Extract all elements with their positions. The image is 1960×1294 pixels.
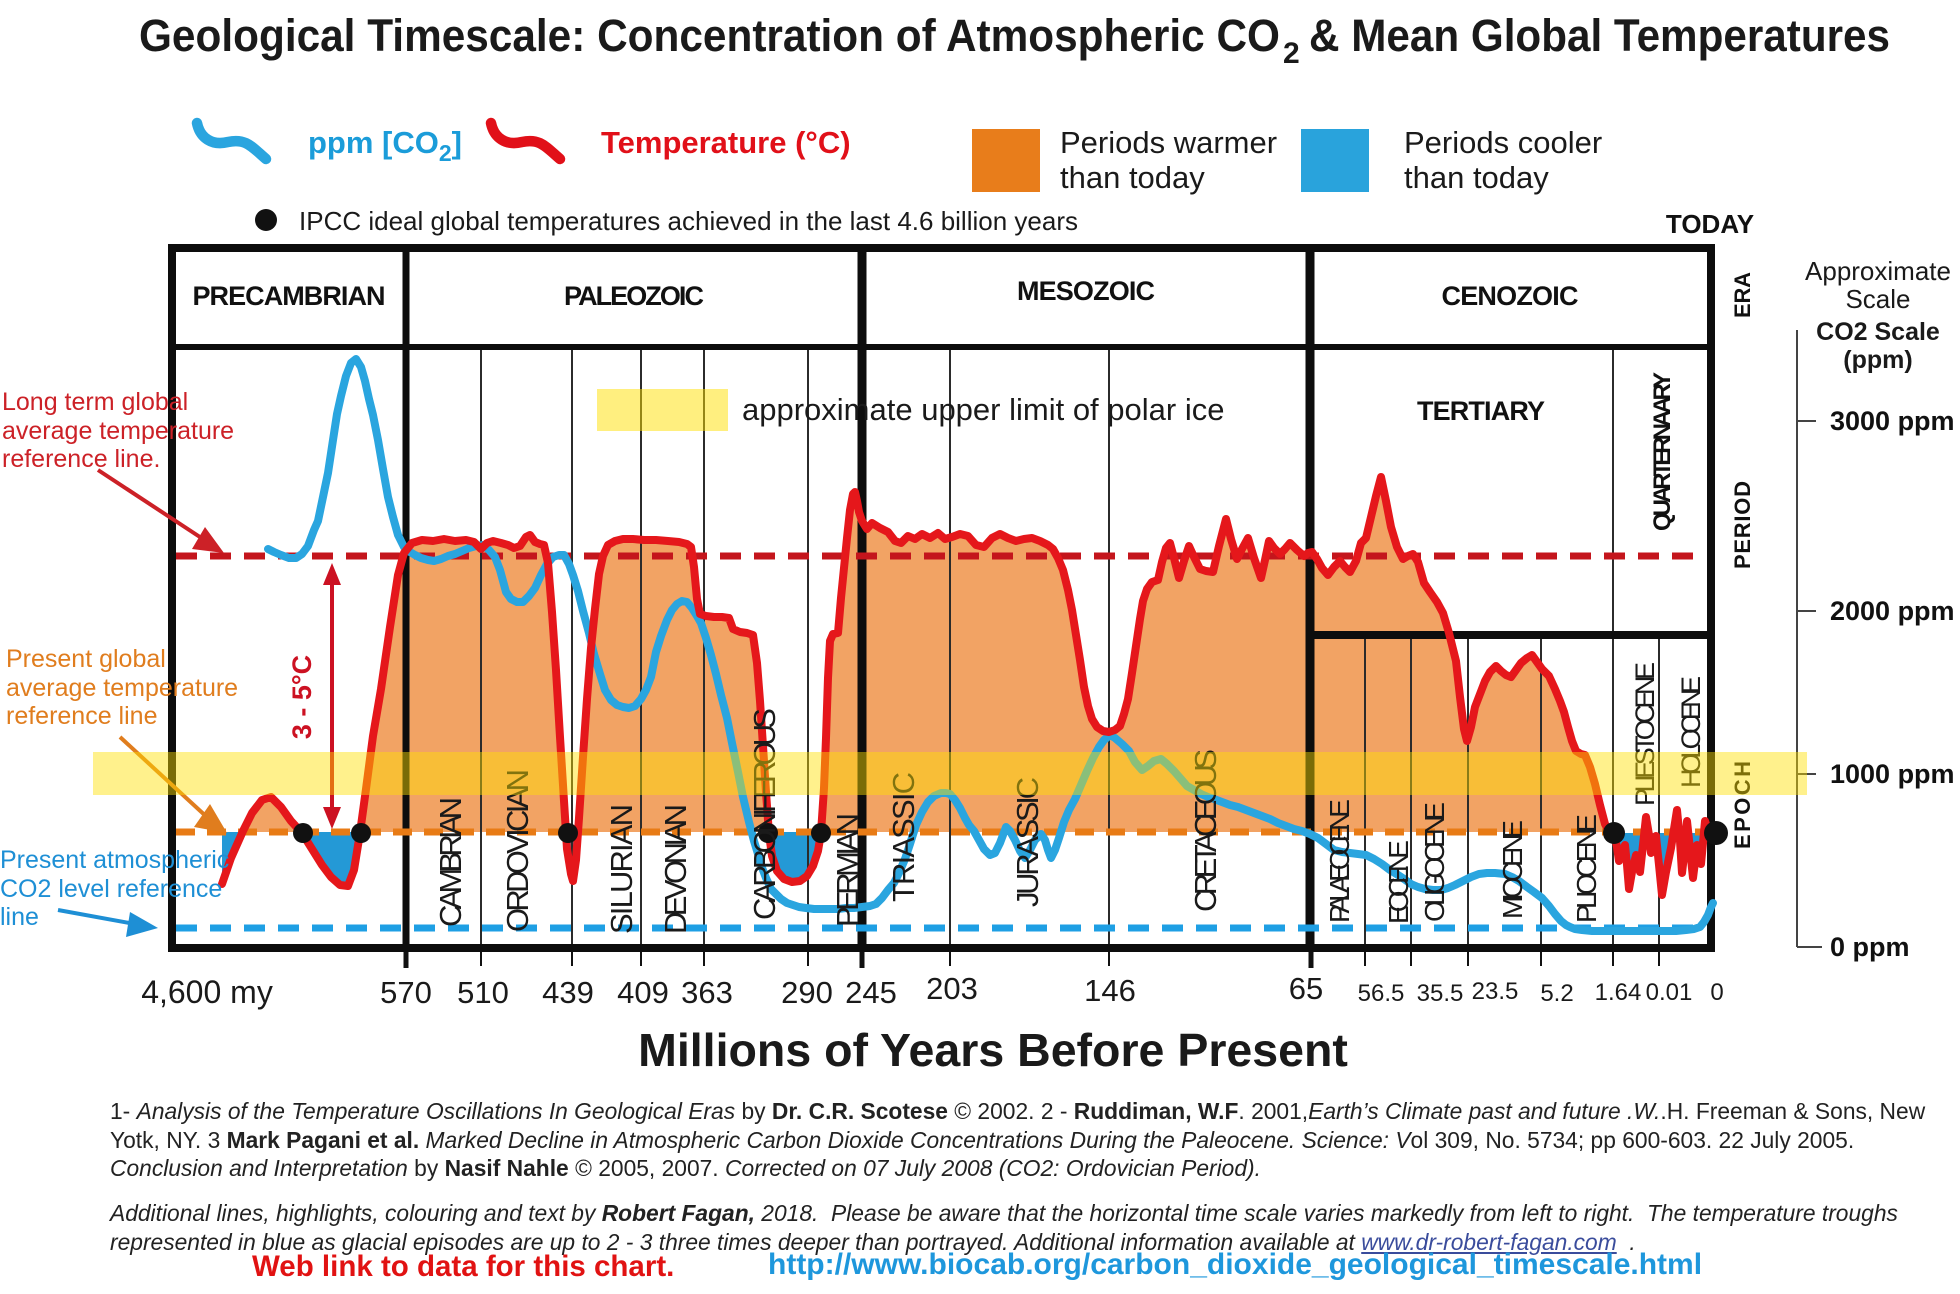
svg-text:PLIOCENE: PLIOCENE — [1571, 814, 1602, 923]
svg-text:439: 439 — [542, 975, 594, 1010]
svg-text:23.5: 23.5 — [1472, 978, 1519, 1005]
svg-text:Temperature (°C): Temperature (°C) — [601, 125, 851, 160]
svg-text:PALEOZOIC: PALEOZOIC — [564, 281, 704, 311]
svg-text:IPCC ideal global temperatures: IPCC ideal global temperatures achieved … — [299, 206, 1078, 236]
svg-text:Scale: Scale — [1845, 284, 1910, 314]
svg-text:363: 363 — [681, 975, 733, 1010]
svg-text:Approximate: Approximate — [1805, 256, 1951, 286]
svg-text:PALAEOCENE: PALAEOCENE — [1324, 799, 1355, 923]
svg-text:0 ppm: 0 ppm — [1830, 932, 1910, 962]
svg-text:SILURIAN: SILURIAN — [604, 804, 639, 934]
svg-text:PLIESTOCENE: PLIESTOCENE — [1630, 662, 1660, 806]
svg-text:5.2: 5.2 — [1540, 980, 1573, 1007]
svg-text:3000 ppm: 3000 ppm — [1830, 406, 1955, 436]
svg-text:reference line.: reference line. — [2, 445, 160, 473]
svg-text:290: 290 — [781, 975, 833, 1010]
svg-text:MESOZOIC: MESOZOIC — [1017, 276, 1155, 306]
svg-text:PERIOD: PERIOD — [1730, 481, 1755, 569]
svg-text:than today: than today — [1404, 160, 1549, 195]
svg-text:MIOCENE: MIOCENE — [1497, 820, 1528, 919]
svg-text:Geological Timescale: Concentr: Geological Timescale: Concentration of A… — [139, 10, 1280, 61]
svg-text:Millions of Years Before Prese: Millions of Years Before Present — [638, 1024, 1348, 1076]
svg-text:Periods warmer: Periods warmer — [1060, 125, 1277, 160]
svg-text:ORDOVICIAN: ORDOVICIAN — [500, 769, 535, 932]
svg-text:CRETACEOUS: CRETACEOUS — [1188, 749, 1223, 912]
svg-text:570: 570 — [380, 975, 432, 1010]
svg-text:average temperature: average temperature — [6, 674, 238, 702]
svg-text:2000 ppm: 2000 ppm — [1830, 596, 1955, 626]
svg-text:56.5: 56.5 — [1358, 980, 1405, 1007]
svg-text:PERMIAN: PERMIAN — [830, 813, 865, 927]
svg-text:0: 0 — [1710, 979, 1723, 1006]
svg-text:ERA: ERA — [1730, 272, 1755, 318]
svg-text:CARBONIFEROUS: CARBONIFEROUS — [747, 708, 782, 920]
svg-text:OLIGOCENE: OLIGOCENE — [1419, 802, 1450, 922]
svg-text:(ppm): (ppm) — [1843, 346, 1912, 374]
svg-text:approximate upper limit of pol: approximate upper limit of polar ice — [742, 392, 1224, 427]
svg-text:65: 65 — [1289, 971, 1323, 1006]
svg-text:4,600 my: 4,600 my — [141, 974, 273, 1010]
svg-text:Periods cooler: Periods cooler — [1404, 125, 1602, 160]
svg-text:Present global: Present global — [6, 645, 166, 673]
svg-text:203: 203 — [926, 971, 978, 1006]
svg-text:than today: than today — [1060, 160, 1205, 195]
svg-text:35.5: 35.5 — [1417, 980, 1464, 1007]
svg-text:1000 ppm: 1000 ppm — [1830, 759, 1955, 789]
svg-text:average temperature: average temperature — [2, 417, 234, 445]
svg-text:0.01: 0.01 — [1646, 979, 1693, 1006]
svg-text:TRIASSIC: TRIASSIC — [886, 772, 921, 902]
svg-text:CAMBRIAN: CAMBRIAN — [433, 797, 468, 927]
svg-text:ppm [CO2]: ppm [CO2] — [308, 125, 462, 166]
svg-text:245: 245 — [845, 975, 897, 1010]
svg-text:2: 2 — [1283, 37, 1300, 70]
svg-text:reference line: reference line — [6, 702, 157, 730]
svg-text:PRECAMBRIAN: PRECAMBRIAN — [193, 281, 386, 311]
svg-text:line: line — [0, 903, 39, 931]
svg-text:1.64: 1.64 — [1595, 979, 1642, 1006]
svg-text:3 - 5°C: 3 - 5°C — [287, 655, 317, 739]
svg-text:Present atmospheric: Present atmospheric — [0, 846, 229, 874]
svg-text:409: 409 — [617, 975, 669, 1010]
svg-text:EPOCH: EPOCH — [1730, 761, 1755, 849]
svg-text:DEVONIAN: DEVONIAN — [658, 804, 693, 934]
svg-text:Long term global: Long term global — [2, 388, 188, 416]
svg-text:CO2 Scale: CO2 Scale — [1816, 318, 1940, 346]
svg-text:TODAY: TODAY — [1666, 209, 1754, 239]
svg-text:HOLOCENE: HOLOCENE — [1676, 676, 1706, 788]
svg-text:510: 510 — [457, 975, 509, 1010]
svg-text:TERTIARY: TERTIARY — [1417, 396, 1545, 426]
svg-text:CO2 level reference: CO2 level reference — [0, 875, 222, 903]
svg-text:QUARTERNAARY: QUARTERNAARY — [1649, 372, 1676, 531]
svg-text:& Mean Global Temperatures: & Mean Global Temperatures — [1309, 10, 1890, 61]
svg-text:146: 146 — [1084, 973, 1136, 1008]
svg-text:EOCENE: EOCENE — [1383, 840, 1414, 924]
svg-text:CENOZOIC: CENOZOIC — [1442, 281, 1579, 311]
svg-text:JURASSIC: JURASSIC — [1010, 777, 1045, 907]
